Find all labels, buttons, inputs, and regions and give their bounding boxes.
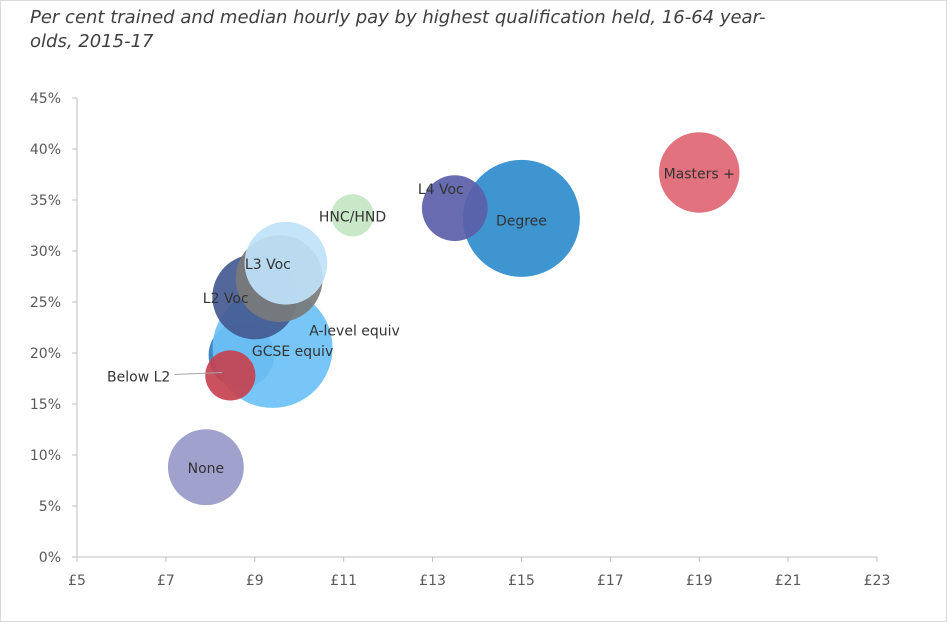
x-tick-label: £5 [68, 573, 86, 589]
y-tick-label: 15% [30, 397, 61, 413]
x-tick-label: £7 [157, 573, 175, 589]
y-tick-label: 0% [39, 550, 61, 566]
x-tick-label: £9 [246, 573, 264, 589]
data-label: Below L2 [107, 369, 170, 385]
y-tick-label: 30% [30, 244, 61, 260]
y-tick-label: 10% [30, 448, 61, 464]
data-label: HNC/HND [319, 209, 386, 225]
label-leader-line [174, 371, 223, 375]
y-tick-label: 5% [39, 499, 61, 515]
bubble [167, 429, 244, 506]
x-tick-label: £19 [686, 573, 713, 589]
bubble [244, 221, 328, 305]
y-tick-label: 45% [30, 91, 61, 107]
bubble [462, 159, 580, 277]
y-tick-label: 40% [30, 142, 61, 158]
bubble [331, 194, 374, 237]
x-tick-label: £23 [864, 573, 891, 589]
data-label: L3 Voc [245, 257, 291, 273]
bubble [205, 350, 256, 401]
data-label: None [188, 461, 225, 477]
bubble [658, 132, 740, 213]
data-label: Degree [496, 213, 547, 229]
x-tick-label: £13 [419, 573, 446, 589]
data-label: L4 Voc [418, 182, 464, 198]
data-label: Masters + [664, 166, 735, 182]
y-tick-label: 35% [30, 193, 61, 209]
x-tick-label: £11 [330, 573, 357, 589]
bubble [421, 175, 488, 242]
y-tick-label: 25% [30, 295, 61, 311]
x-tick-label: £15 [508, 573, 535, 589]
data-label: A-level equiv [309, 324, 400, 340]
chart-title: Per cent trained and median hourly pay b… [30, 7, 766, 52]
data-label: L2 Voc [203, 291, 249, 307]
x-tick-label: £21 [775, 573, 802, 589]
x-tick-label: £17 [597, 573, 624, 589]
y-tick-label: 20% [30, 346, 61, 362]
data-label: GCSE equiv [252, 344, 333, 360]
